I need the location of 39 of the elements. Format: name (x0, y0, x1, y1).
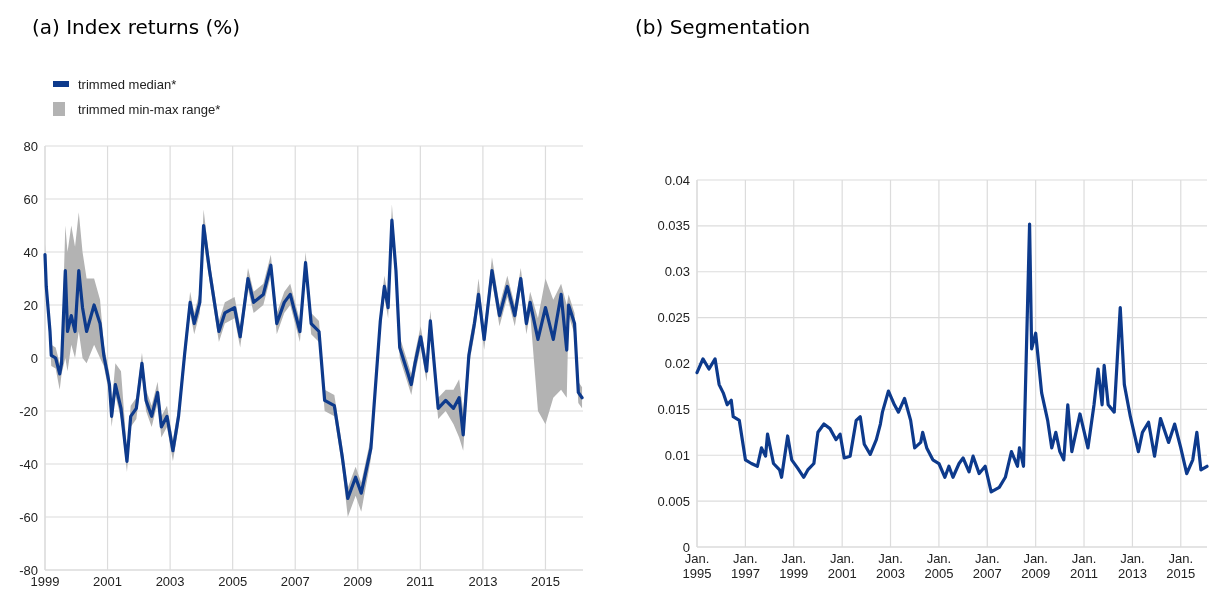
x-tick-label: Jan. 2015 (1166, 551, 1196, 581)
y-tick-label: 0 (30, 350, 38, 366)
y-tick-label: 0.005 (657, 493, 690, 509)
x-tick-label: 2015 (531, 574, 560, 589)
x-tick-label: 2009 (343, 574, 373, 589)
x-tick-label: Jan. 2013 (1117, 551, 1147, 581)
y-tick-label: -40 (19, 456, 38, 472)
line-series (695, 222, 1209, 494)
y-tick-label: 20 (23, 297, 38, 313)
x-tick-label: Jan. 2003 (876, 551, 905, 581)
x-tick-label: 2011 (406, 574, 435, 589)
x-tick-label: 2013 (468, 574, 498, 589)
y-tick-label: -60 (19, 509, 38, 525)
x-tick-label: 2003 (155, 574, 185, 589)
y-tick-label: 40 (23, 244, 38, 260)
y-tick-label: 0.035 (657, 218, 690, 234)
y-tick-label: 0.03 (664, 264, 690, 280)
x-tick-label: Jan. 2007 (972, 551, 1002, 581)
y-tick-label: -20 (19, 403, 38, 419)
x-tick-label: Jan. 2001 (827, 551, 857, 581)
y-tick-label: 0.02 (664, 356, 690, 372)
chart-title: (b) Segmentation (635, 15, 811, 39)
x-tick-label: Jan. 2009 (1021, 551, 1051, 581)
x-tick-label: Jan. 2011 (1070, 551, 1098, 581)
text: trimmed min-max range* (78, 101, 221, 117)
y-tick-label: 0.025 (657, 310, 690, 326)
x-tick-label: 2007 (280, 574, 310, 589)
x-tick-label: Jan. 1997 (730, 551, 760, 581)
y-tick-label: 0.04 (664, 172, 690, 188)
y-tick-label: 0.01 (664, 447, 690, 463)
y-tick-label: 60 (23, 191, 38, 207)
x-tick-label: 2005 (218, 574, 248, 589)
x-tick-label: Jan. 2005 (924, 551, 954, 581)
legend-label: trimmed median* (78, 76, 177, 92)
x-tick-label: 2001 (93, 574, 123, 589)
x-tick-label: Jan. 1999 (779, 551, 809, 581)
y-tick-label: 0.015 (657, 401, 690, 417)
chart-title: (a) Index returns (%) (32, 15, 241, 39)
y-tick-label: 80 (23, 138, 38, 154)
